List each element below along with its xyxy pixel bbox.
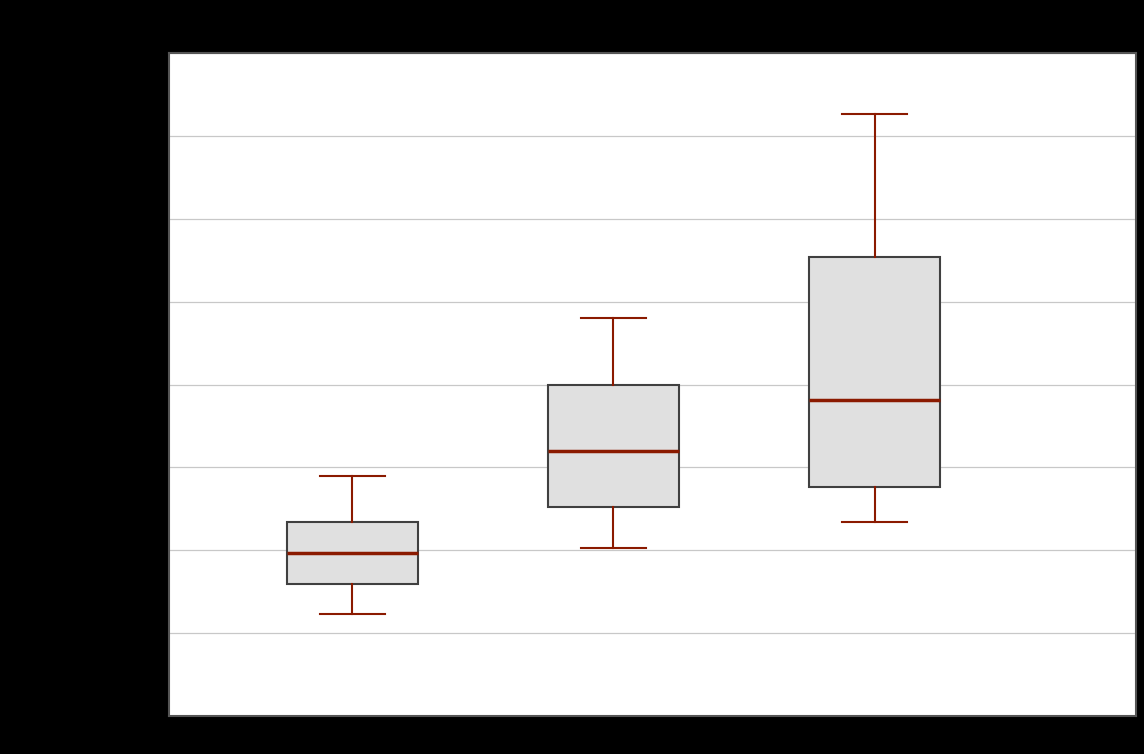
PathPatch shape [810,257,940,486]
PathPatch shape [287,523,418,584]
PathPatch shape [548,385,678,507]
